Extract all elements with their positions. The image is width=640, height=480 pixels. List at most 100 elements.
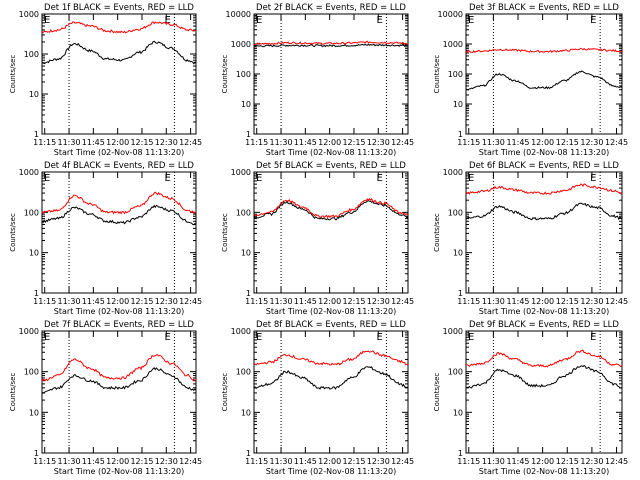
x-tick-label: 12:30 — [155, 138, 178, 147]
x-axis-label: Start Time (02-Nov-08 11:13:20) — [54, 307, 184, 316]
chart-title: Det 5f BLACK = Events, RED = LLD — [256, 161, 406, 171]
x-tick-label: 12:00 — [531, 138, 554, 147]
y-tick-label: 1000 — [231, 327, 251, 336]
y-tick-label: 10 — [241, 408, 251, 417]
events-series-line — [465, 202, 623, 221]
plot-frame — [465, 13, 623, 135]
x-axis-label: Start Time (02-Nov-08 11:13:20) — [266, 148, 396, 157]
y-tick-label: 1 — [246, 130, 251, 139]
y-tick-label: 10 — [453, 100, 463, 109]
x-tick-label: 12:00 — [106, 457, 129, 466]
x-tick-label: 11:15 — [33, 457, 56, 466]
chart-panel-5: Det 5f BLACK = Events, RED = LLD 1 10 100 10… — [221, 161, 414, 316]
x-axis-label: Start Time (02-Nov-08 11:13:20) — [266, 467, 396, 476]
marker-label-left: E — [468, 15, 474, 26]
x-tick-label: 12:45 — [391, 297, 414, 306]
marker-label-right: E — [164, 332, 170, 343]
x-tick-label: 12:15 — [342, 297, 365, 306]
x-tick-label: 11:45 — [294, 138, 317, 147]
y-tick-label: 1000 — [443, 168, 463, 177]
x-tick-label: 11:15 — [33, 297, 56, 306]
y-tick-label: 1000 — [231, 168, 251, 177]
events-series-line — [41, 40, 197, 65]
chart-title: Det 7f BLACK = Events, RED = LLD — [44, 320, 194, 330]
x-tick-label: 11:15 — [245, 297, 268, 306]
marker-label-left: E — [44, 173, 50, 184]
x-tick-label: 12:30 — [580, 138, 603, 147]
x-tick-label: 12:45 — [391, 138, 414, 147]
y-tick-label: 100 — [448, 208, 463, 217]
y-tick-label: 10 — [29, 90, 39, 99]
x-tick-label: 12:15 — [130, 457, 153, 466]
y-tick-label: 10 — [241, 100, 251, 109]
y-tick-label: 1 — [458, 130, 463, 139]
y-axis-label: Counts/sec — [9, 373, 17, 412]
y-tick-label: 10 — [29, 408, 39, 417]
plot-frame — [465, 171, 623, 294]
marker-label-left: E — [44, 15, 50, 26]
y-tick-label: 1000 — [231, 40, 251, 49]
y-tick-label: 1 — [246, 289, 251, 298]
y-axis-label: Counts/sec — [9, 213, 17, 252]
plot-frame — [253, 171, 409, 294]
y-tick-label: 10 — [241, 249, 251, 258]
x-tick-label: 12:00 — [106, 138, 129, 147]
x-tick-label: 12:30 — [367, 457, 390, 466]
x-tick-label: 11:45 — [506, 297, 529, 306]
events-series-line — [253, 366, 409, 390]
x-tick-label: 12:15 — [556, 457, 579, 466]
chart-panel-4: Det 4f BLACK = Events, RED = LLD 1 10 100 10… — [9, 161, 202, 316]
x-tick-label: 12:30 — [155, 457, 178, 466]
x-tick-label: 12:45 — [179, 457, 202, 466]
x-axis-label: Start Time (02-Nov-08 11:13:20) — [54, 467, 184, 476]
y-axis-label: Counts/sec — [221, 55, 229, 94]
x-tick-label: 12:15 — [130, 297, 153, 306]
lld-series-line — [465, 349, 623, 368]
x-tick-label: 11:45 — [506, 138, 529, 147]
plot-frame — [253, 13, 409, 135]
x-tick-label: 12:30 — [367, 297, 390, 306]
chart-panel-9: Det 9f BLACK = Events, RED = LLD 1 10 100 10… — [433, 320, 628, 476]
chart-title: Det 4f BLACK = Events, RED = LLD — [44, 161, 194, 171]
y-tick-label: 1000 — [443, 40, 463, 49]
lld-series-line — [41, 21, 196, 34]
y-tick-label: 10 — [453, 249, 463, 258]
x-tick-label: 12:45 — [391, 457, 414, 466]
lld-series-line — [465, 47, 623, 54]
y-axis-label: Counts/sec — [9, 55, 17, 94]
events-series-line — [41, 204, 197, 226]
y-tick-label: 100 — [448, 70, 463, 79]
x-tick-label: 11:15 — [457, 297, 480, 306]
lld-series-line — [465, 183, 623, 195]
marker-label-right: E — [164, 173, 170, 184]
chart-panel-6: Det 6f BLACK = Events, RED = LLD 1 10 100 10… — [433, 161, 628, 316]
marker-label-right: E — [376, 173, 382, 184]
x-tick-label: 12:00 — [318, 138, 341, 147]
x-axis-label: Start Time (02-Nov-08 11:13:20) — [479, 148, 609, 157]
x-tick-label: 12:00 — [318, 457, 341, 466]
x-tick-label: 12:15 — [342, 457, 365, 466]
plot-frame — [41, 13, 197, 135]
x-axis-label: Start Time (02-Nov-08 11:13:20) — [479, 467, 609, 476]
y-tick-label: 10000 — [226, 10, 251, 19]
plot-frame — [41, 330, 197, 454]
x-tick-label: 11:45 — [82, 457, 105, 466]
marker-label-left: E — [468, 332, 474, 343]
x-axis-label: Start Time (02-Nov-08 11:13:20) — [479, 307, 609, 316]
y-tick-label: 100 — [24, 50, 39, 59]
y-tick-label: 1000 — [19, 327, 39, 336]
x-tick-label: 12:45 — [605, 138, 628, 147]
x-tick-label: 11:15 — [457, 457, 480, 466]
chart-title: Det 2f BLACK = Events, RED = LLD — [256, 3, 406, 13]
y-tick-label: 100 — [236, 70, 251, 79]
x-tick-label: 12:30 — [155, 297, 178, 306]
x-tick-label: 12:45 — [179, 297, 202, 306]
marker-label-left: E — [256, 15, 262, 26]
x-tick-label: 11:30 — [269, 457, 292, 466]
marker-label-right: E — [590, 15, 596, 26]
x-tick-label: 11:15 — [457, 138, 480, 147]
events-series-line — [465, 364, 623, 389]
y-axis-label: Counts/sec — [433, 213, 441, 252]
chart-panel-7: Det 7f BLACK = Events, RED = LLD 1 10 100 10… — [9, 320, 202, 476]
